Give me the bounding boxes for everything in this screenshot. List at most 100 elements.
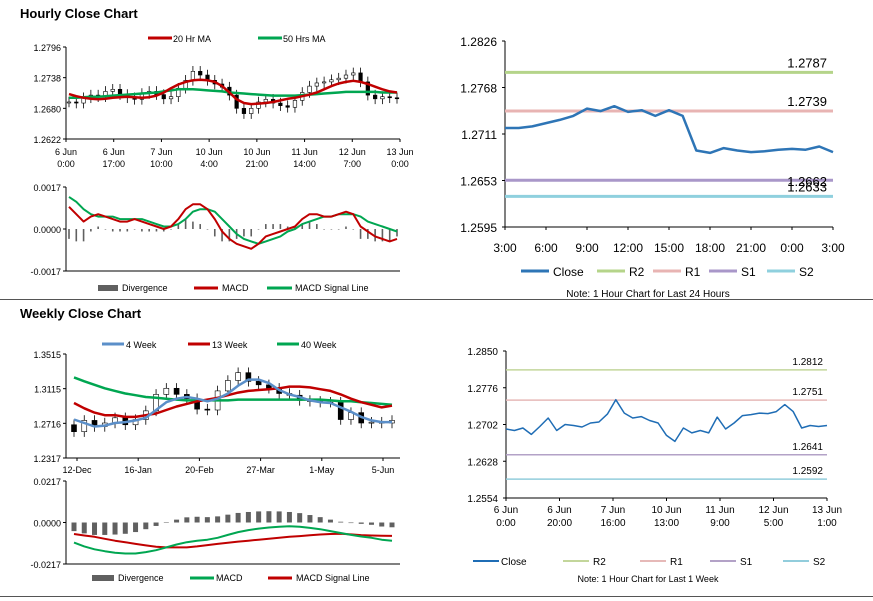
hourly-ma50-line	[69, 88, 397, 100]
hourly-divergence-bar	[374, 229, 376, 242]
hourly-levels-xtick-label: 21:00	[736, 241, 766, 255]
weekly-candle-body	[255, 381, 262, 386]
hourly-levels-xtick-label: 3:00	[821, 241, 845, 255]
weekly-price-xtick-label: 12-Dec	[62, 465, 92, 475]
hourly-levels-xtick-label: 6:00	[534, 241, 558, 255]
weekly-divergence-bar	[143, 522, 149, 530]
hourly-candle-body	[161, 94, 166, 100]
legend-close-label: Close	[553, 265, 584, 279]
hourly-divergence-bar	[250, 229, 253, 237]
hourly-divergence-bar	[286, 226, 289, 229]
weekly-divergence-bar	[389, 522, 395, 528]
weekly-candle-body	[337, 401, 344, 420]
legend-s2-label: S2	[799, 265, 814, 279]
hourly-candle-body	[168, 96, 174, 100]
weekly-13wk-line	[73, 385, 393, 419]
hourly-levels-ytick-label: 1.2826	[460, 35, 497, 49]
hourly-price-xtick-label: 14:00	[293, 159, 316, 169]
weekly-divergence-bar	[133, 522, 139, 533]
hourly-divergence-bar	[381, 229, 384, 242]
weekly-levels-xtick-label: 11 Jun	[705, 505, 734, 516]
hourly-candle-body	[74, 101, 79, 104]
hourly-divergence-bar	[155, 229, 158, 232]
legend-wk-signal-label: MACD Signal Line	[296, 573, 370, 583]
hourly-candle-body	[314, 82, 319, 87]
weekly-candle-body	[245, 372, 252, 382]
hourly-divergence-bar	[265, 224, 267, 229]
weekly-levels-xtick-label: 16:00	[600, 518, 625, 529]
hourly-divergence-bar	[126, 229, 129, 232]
legend-macd-label: MACD	[222, 283, 249, 293]
hourly-price-xtick-label: 10 Jun	[243, 147, 270, 157]
weekly-levels-xtick-label: 0:00	[496, 518, 516, 529]
hourly-divergence-bar	[345, 226, 347, 229]
hourly-candle-body	[234, 94, 239, 109]
weekly-divergence-bar	[266, 511, 272, 523]
legend-r2-label: R2	[629, 265, 645, 279]
weekly-price-ytick-label: 1.2716	[33, 419, 61, 429]
weekly-divergence-bar	[81, 522, 87, 534]
weekly-candle-body	[163, 387, 170, 395]
weekly-40wk-line	[73, 376, 393, 407]
hourly-levels-ytick-label: 1.2711	[461, 128, 497, 142]
hourly-divergence-bar	[192, 221, 194, 229]
legend-divergence-swatch	[98, 285, 118, 291]
weekly-price-xtick-label: 16-Jan	[124, 465, 152, 475]
hourly-divergence-bar	[352, 229, 355, 230]
hourly-divergence-bar	[243, 229, 245, 237]
bottom-divider	[0, 596, 873, 597]
hourly-divergence-bar	[133, 229, 136, 230]
hourly-levels-ytick-label: 1.2768	[460, 82, 497, 96]
weekly-levels-note: Note: 1 Hour Chart for Last 1 Week	[578, 574, 719, 584]
legend-s1-label: S1	[741, 265, 756, 279]
hourly-divergence-bar	[162, 229, 165, 232]
weekly-candle-body	[71, 424, 77, 432]
weekly-candle-body	[235, 372, 241, 381]
weekly-levels-ytick-label: 1.2702	[467, 421, 498, 432]
weekly-price-ytick-label: 1.3115	[34, 385, 61, 395]
weekly-levels-xtick-label: 10 Jun	[651, 505, 681, 516]
weekly-levels-xtick-label: 13 Jun	[812, 505, 842, 516]
hourly-candle-body	[322, 81, 327, 84]
hourly-divergence-bar	[316, 224, 318, 229]
hourly-macd-line	[68, 203, 398, 250]
hourly-price-xtick-label: 0:00	[391, 159, 409, 169]
hourly-divergence-bar	[213, 229, 216, 237]
legend-wk-s1-label: S1	[740, 557, 753, 568]
legend-wk-r2-label: R2	[593, 557, 606, 568]
hourly-price-ytick-label: 1.2738	[33, 74, 61, 84]
hourly-candle-body	[285, 105, 290, 108]
hourly-divergence-bar	[75, 229, 78, 242]
hourly-divergence-bar	[279, 224, 282, 229]
hourly-divergence-bar	[396, 229, 398, 237]
weekly-price-xtick-label: 5-Jun	[372, 465, 395, 475]
weekly-divergence-bar	[317, 517, 323, 523]
hourly-divergence-bar	[323, 229, 325, 230]
weekly-divergence-bar	[225, 514, 231, 523]
hourly-price-xtick-label: 13 Jun	[386, 147, 413, 157]
weekly-levels-xtick-label: 7 Jun	[601, 505, 625, 516]
hourly-divergence-bar	[308, 221, 311, 229]
weekly-candle-body	[368, 421, 375, 424]
legend-4wk-label: 4 Week	[126, 340, 157, 350]
hourly-divergence-bar	[221, 229, 223, 242]
weekly-divergence-bar	[256, 511, 262, 523]
hourly-price-xtick-label: 21:00	[246, 159, 269, 169]
weekly-levels-ytick-label: 1.2554	[467, 494, 498, 505]
hourly-candle-body	[365, 81, 370, 96]
weekly-level-label-s1: 1.2641	[792, 442, 823, 453]
weekly-divergence-bar	[153, 522, 159, 526]
weekly-divergence-bar	[245, 511, 251, 523]
hourly-candle-body	[336, 77, 341, 81]
weekly-divergence-bar	[358, 522, 364, 524]
hourly-candle-body	[373, 94, 378, 100]
weekly-price-ytick-label: 1.2317	[33, 454, 61, 464]
hourly-candle-body	[241, 108, 247, 114]
hourly-last-value-label: 1.2662	[787, 174, 827, 189]
hourly-candle-body	[329, 79, 334, 83]
hourly-divergence-bar	[206, 229, 209, 230]
weekly-divergence-bar	[379, 522, 385, 527]
weekly-macd-line	[73, 525, 393, 555]
weekly-macd-ytick-label: 0.0000	[33, 519, 61, 529]
weekly-divergence-bar	[327, 519, 333, 523]
